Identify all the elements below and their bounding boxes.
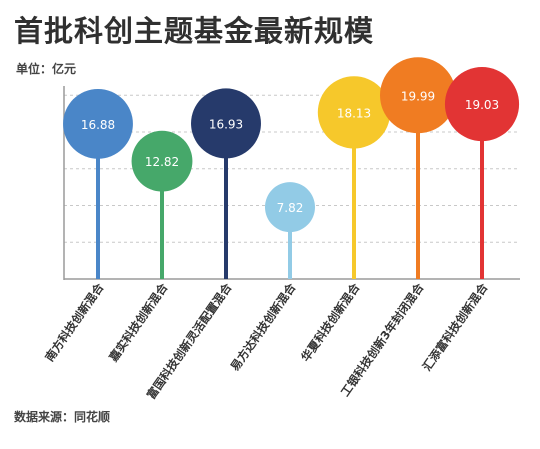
category-label: 嘉实科技创新混合: [106, 280, 171, 365]
bubble: [317, 76, 391, 149]
chart-title: 首批科创主题基金最新规模: [14, 14, 375, 48]
bubble: [444, 67, 520, 142]
bubble-value-label: 7.82: [277, 201, 304, 215]
bubble: [63, 88, 133, 159]
bubble: [191, 88, 261, 159]
category-label: 华夏科技创新混合: [298, 280, 363, 364]
bubble-value-label: 12.82: [145, 155, 179, 169]
bubble-value-label: 16.93: [209, 117, 243, 131]
bubble: [265, 182, 315, 233]
bubble: [131, 130, 193, 192]
data-source: 数据来源：同花顺: [14, 410, 111, 424]
bubble: [380, 57, 456, 134]
category-label: 易方达科技创新混合: [228, 280, 299, 373]
bubble-value-label: 19.03: [465, 98, 499, 112]
bubble-value-label: 18.13: [337, 106, 371, 120]
category-label: 汇添富科技创新混合: [420, 280, 491, 373]
bubble-value-label: 19.99: [401, 89, 435, 103]
category-label: 南方科技创新混合: [42, 280, 107, 364]
bubbles: 16.88 12.82 16.93 7.82 18.13 19.99 19.03: [63, 57, 520, 233]
bubble-value-label: 16.88: [81, 118, 115, 132]
unit-label: 单位：亿元: [16, 62, 77, 76]
